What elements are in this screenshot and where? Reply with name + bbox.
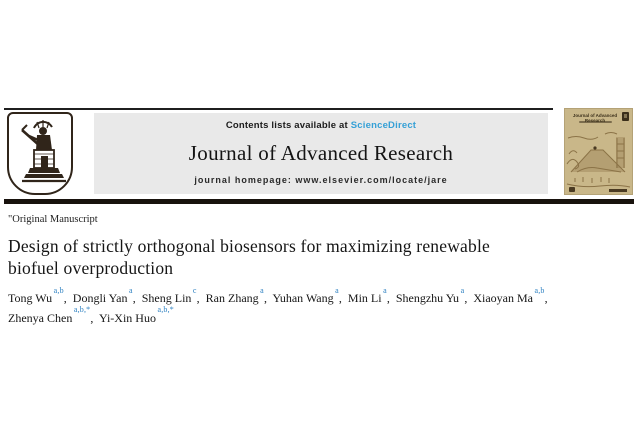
author: Zhenya Chena,b,*, <box>8 305 94 325</box>
sciencedirect-link[interactable]: ScienceDirect <box>350 120 417 131</box>
author: Xiaoyan Maa,b, <box>473 285 548 306</box>
author: Dongli Yana, <box>72 285 136 306</box>
journal-cover-thumbnail[interactable]: Journal of Advanced Research <box>564 108 633 195</box>
author-list: Tong Wua,b, Dongli Yana, Sheng Linc, Ran… <box>8 285 588 326</box>
author-affiliation-sup: a <box>128 285 133 295</box>
author-affiliation-sup: a,b,* <box>73 305 91 314</box>
author-affiliation-sup: a <box>460 285 465 295</box>
author: Tong Wua,b, <box>8 285 67 306</box>
header-top-rule <box>4 108 553 110</box>
author: Yuhan Wanga, <box>272 285 342 306</box>
article-title: Design of strictly orthogonal biosensors… <box>8 236 568 279</box>
article-type-label: "Original Manuscript <box>8 214 98 225</box>
cairo-university-emblem-icon <box>14 116 66 191</box>
article-title-line2: biofuel overproduction <box>8 257 174 278</box>
author: Ran Zhanga, <box>205 285 267 306</box>
cover-emblem-icon <box>622 112 629 121</box>
author: Shengzhu Yua, <box>395 285 468 306</box>
cover-subtitle <box>579 121 612 123</box>
cover-title: Journal of Advanced Research <box>572 113 618 123</box>
author-affiliation-sup: a,b <box>53 285 64 295</box>
author-affiliation-sup: a <box>260 285 264 295</box>
journal-banner: Contents lists available at ScienceDirec… <box>94 113 548 194</box>
journal-homepage-link[interactable]: journal homepage: www.elsevier.com/locat… <box>194 175 448 185</box>
contents-prefix: Contents lists available at <box>225 120 348 131</box>
article-title-line1: Design of strictly orthogonal biosensors… <box>8 236 490 256</box>
author-affiliation-sup: a,b <box>534 285 545 295</box>
header-bottom-rule <box>4 199 634 204</box>
author: Min Lia, <box>347 285 390 306</box>
journal-title: Journal of Advanced Research <box>188 140 454 165</box>
publisher-logo <box>7 112 73 195</box>
author-affiliation-sup: c <box>192 285 197 295</box>
contents-line: Contents lists available at ScienceDirec… <box>226 120 416 131</box>
author: Sheng Linc, <box>141 285 200 306</box>
author-affiliation-sup: a <box>335 285 339 295</box>
author-affiliation-sup: a <box>383 285 387 295</box>
author: Yi-Xin Huoa,b,* <box>98 305 174 325</box>
author-affiliation-sup: a,b,* <box>157 305 174 314</box>
